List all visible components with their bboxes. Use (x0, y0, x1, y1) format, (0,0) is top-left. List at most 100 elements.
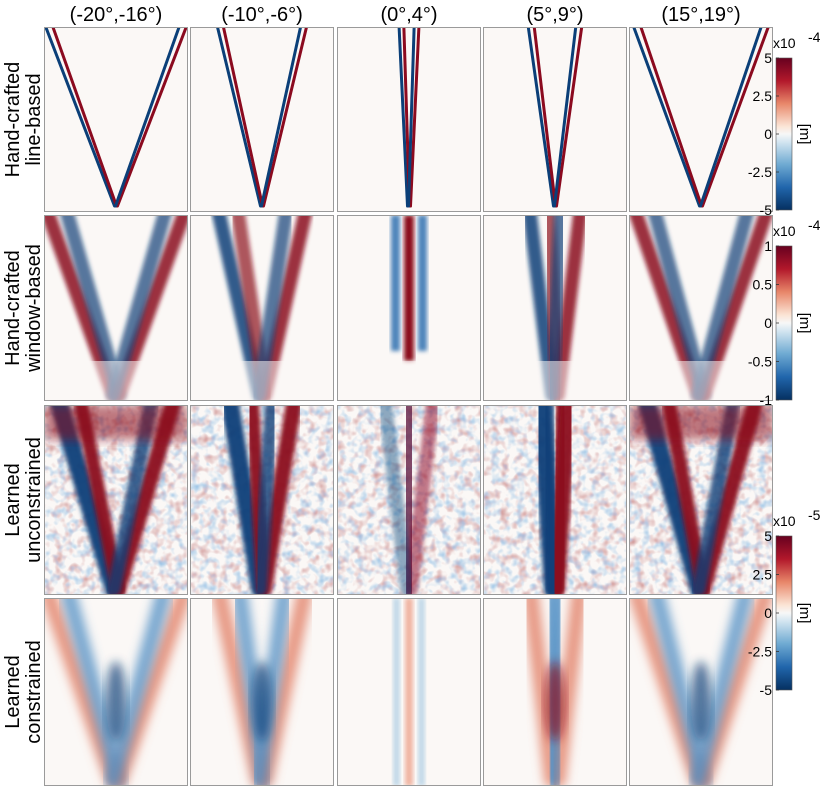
panel-frame (337, 215, 481, 401)
wavefront-stroke (532, 27, 557, 208)
fade-band (629, 361, 773, 401)
fade-band (337, 361, 481, 401)
heatmap-panel (44, 27, 188, 212)
center-lobe (691, 661, 711, 742)
colorbar-tick: -5 (760, 682, 773, 698)
center-band (404, 215, 414, 361)
row-label-line2: constrained (23, 640, 45, 743)
column-title: (5°,9°) (526, 4, 583, 26)
panel-frame (337, 405, 481, 595)
wavefront-stroke (253, 405, 279, 595)
wavefront-stroke (51, 27, 118, 208)
row-label-line2: line-based (23, 73, 45, 165)
column-title: (15°,19°) (661, 4, 740, 26)
panel-frame (629, 27, 773, 212)
wavefront-stroke (44, 598, 121, 786)
wavefront-stroke (251, 598, 292, 786)
colorbar: x10 -4 1 0.5 0 -0.5 -1 [m] (748, 217, 821, 408)
fade-band (483, 361, 627, 401)
colorbar-tick: 2.5 (753, 88, 773, 104)
colorbar-unit: [m] (796, 603, 813, 624)
wavefront-stroke (262, 27, 309, 208)
wavefront-stroke (105, 598, 171, 786)
panel-frame (44, 598, 188, 786)
wavefront-stroke (639, 27, 703, 208)
colorbar-tick: -5 (760, 202, 773, 218)
heatmap-panel (190, 27, 334, 212)
wavefront-stroke (699, 27, 763, 208)
heatmap-panel (629, 598, 773, 786)
panel-frame (483, 27, 627, 212)
center-lobe (252, 661, 272, 742)
panel-frame (44, 215, 188, 401)
colorbar-tick: 1 (764, 238, 772, 254)
wavefront-stroke (629, 598, 706, 786)
column-title: (0°,4°) (380, 4, 437, 26)
row-label: Hand-crafted line-based (2, 62, 45, 178)
wavefront-stroke (649, 598, 712, 786)
panel-frame (190, 598, 334, 786)
heatmap-panel (337, 27, 481, 212)
center-lobe (106, 661, 126, 742)
colorbar: x10 -5 5 2.5 0 -2.5 -5 [m] (748, 507, 821, 698)
colorbar-tick: 0 (764, 126, 772, 142)
top-band (629, 405, 773, 440)
colorbar-tick: -0.5 (748, 354, 772, 370)
row-label-line1: Learned (2, 655, 24, 728)
colorbar-tick: 0.5 (753, 277, 773, 293)
wavefront-stroke (111, 598, 188, 786)
panel-frame (629, 598, 773, 786)
heatmap-panel (44, 598, 188, 786)
wavefront-stroke (212, 598, 267, 786)
wavefront-stroke (540, 405, 560, 595)
colorbar-unit: [m] (796, 124, 813, 145)
colorbar-exponent-power: -5 (808, 507, 821, 523)
panel-frame (337, 598, 481, 786)
row-label-line2: window-based (23, 244, 45, 373)
wavefront-stroke (632, 27, 701, 208)
heatmap-panel (337, 405, 481, 595)
center-lobe (545, 661, 565, 742)
colorbar-exponent: x10 (773, 513, 796, 529)
panel-frame (483, 405, 627, 595)
wavefront-stroke (409, 27, 421, 208)
colorbar-exponent-power: -4 (808, 217, 821, 233)
row-label-line2: unconstrained (23, 437, 45, 563)
colorbar-tick: 2.5 (753, 567, 773, 583)
side-band (391, 215, 400, 351)
heatmap-panel (629, 27, 773, 212)
center-band (405, 598, 413, 786)
heatmap-panel (44, 405, 188, 595)
side-band (393, 598, 400, 786)
side-band (418, 215, 427, 351)
column-title: (-20°,-16°) (70, 4, 163, 26)
colorbar-tick: -2.5 (748, 644, 772, 660)
heatmap-panel (629, 405, 773, 595)
wavefront-stroke (221, 27, 264, 208)
wavefront-stroke (116, 27, 188, 208)
panel-frame (629, 405, 773, 595)
wavefront-stroke (260, 27, 303, 208)
fade-band (44, 361, 188, 401)
panel-frame (44, 405, 188, 595)
heatmap-panel (190, 215, 334, 401)
heatmap-panel (483, 598, 627, 786)
colorbar-exponent: x10 (773, 223, 796, 239)
top-band (44, 405, 188, 440)
wavefront-stroke (690, 598, 753, 786)
fade-band (190, 361, 334, 401)
wavefront-stroke (44, 27, 116, 208)
wavefront-stroke (114, 27, 181, 208)
heatmap-panel (44, 215, 188, 401)
heatmap-panel (629, 215, 773, 401)
panel-frame (190, 215, 334, 401)
colorbar-tick: 0 (764, 315, 772, 331)
panel-frame (190, 405, 334, 595)
wavefront-stroke (696, 598, 773, 786)
column-title: (-10°,-6°) (221, 4, 303, 26)
panel-frame (483, 215, 627, 401)
heatmap-panel (483, 27, 627, 212)
wavefront-stroke (61, 598, 127, 786)
colorbar-tick: -2.5 (748, 164, 772, 180)
